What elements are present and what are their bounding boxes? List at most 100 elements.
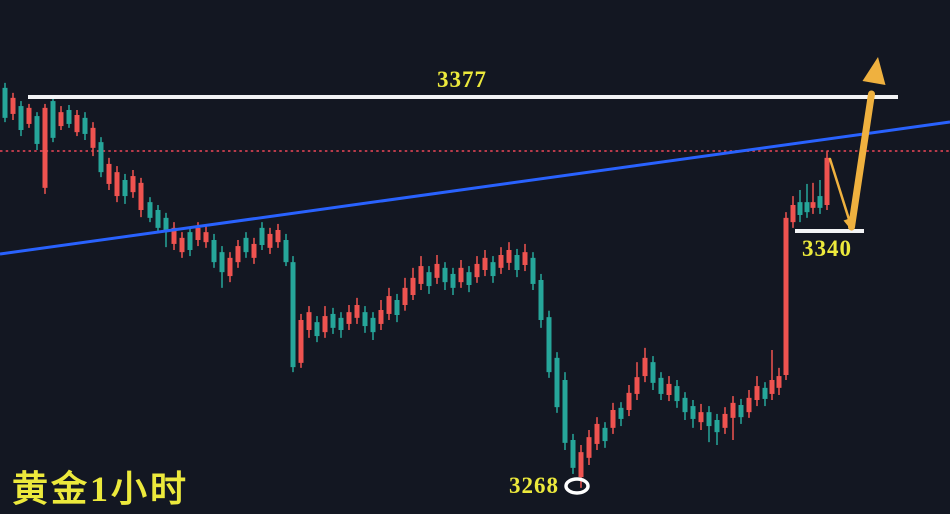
candle-body xyxy=(259,227,265,245)
candle-body xyxy=(306,312,312,330)
low-marker-circle xyxy=(564,477,590,495)
candle-body xyxy=(810,202,816,208)
candle-body xyxy=(538,280,544,320)
candle-body xyxy=(546,317,552,373)
candle-body xyxy=(410,277,416,295)
candle-body xyxy=(219,252,225,273)
candle-body xyxy=(50,101,56,138)
trendline xyxy=(0,120,950,256)
candle-body xyxy=(790,205,796,223)
resistance-price-label: 3377 xyxy=(437,67,487,92)
candle-body xyxy=(506,250,512,263)
candle-body xyxy=(682,397,688,413)
candle-body xyxy=(227,257,233,277)
candle-body xyxy=(10,97,16,114)
candle-body xyxy=(738,405,744,418)
candle-body xyxy=(314,322,320,337)
candle-body xyxy=(698,412,704,423)
candle-body xyxy=(714,420,720,433)
candle-body xyxy=(674,386,680,402)
candle-body xyxy=(386,296,392,314)
candle-body xyxy=(783,217,789,375)
candle-body xyxy=(522,252,528,265)
rally-arrowhead-icon xyxy=(862,57,886,85)
candle-body xyxy=(594,423,600,444)
candle-body xyxy=(626,392,632,410)
candle-body xyxy=(722,413,728,428)
candle-body xyxy=(290,262,296,368)
rally-arrow-line xyxy=(848,90,875,231)
candle-body xyxy=(642,357,648,377)
support-price-label: 3340 xyxy=(802,236,852,261)
candle-body xyxy=(298,320,304,363)
candle-body xyxy=(762,387,768,399)
candles xyxy=(2,82,830,488)
candle-body xyxy=(562,380,568,443)
pullback-arrow-line xyxy=(828,157,851,223)
candle-body xyxy=(666,383,672,395)
candle-body xyxy=(554,357,560,408)
candle-body xyxy=(754,386,760,400)
candle-body xyxy=(804,202,810,213)
candle-body xyxy=(602,427,608,442)
candle-body xyxy=(370,317,376,333)
candle-body xyxy=(106,163,112,184)
candle-body xyxy=(235,246,241,263)
low-price-label: 3268 xyxy=(509,473,559,498)
candle-body xyxy=(283,240,289,263)
candle-body xyxy=(394,300,400,315)
candle-body xyxy=(322,316,328,333)
candle-body xyxy=(450,273,456,288)
candle-body xyxy=(434,263,440,278)
candle-body xyxy=(618,407,624,419)
candle-body xyxy=(482,257,488,270)
candle-body xyxy=(98,142,104,173)
candle-body xyxy=(243,237,249,253)
candle-body xyxy=(346,312,352,324)
candle-body xyxy=(378,310,384,324)
candle-body xyxy=(730,402,736,418)
candle-body xyxy=(490,262,496,277)
candle-body xyxy=(42,107,48,188)
candle-body xyxy=(650,362,656,383)
candle-body xyxy=(267,233,273,248)
candle-body xyxy=(155,210,161,228)
candle-body xyxy=(817,196,823,208)
candle-body xyxy=(203,232,209,243)
candle-body xyxy=(114,172,120,197)
candle-body xyxy=(402,287,408,305)
candle-body xyxy=(211,240,217,263)
candle-body xyxy=(514,255,520,270)
candle-body xyxy=(338,317,344,330)
candle-body xyxy=(74,115,80,133)
candle-body xyxy=(824,157,830,205)
candle-body xyxy=(58,112,64,127)
candle-body xyxy=(706,412,712,427)
candle-body xyxy=(122,180,128,197)
candle-body xyxy=(458,267,464,283)
candle-body xyxy=(776,376,782,388)
candle-body xyxy=(354,305,360,318)
candle-body xyxy=(66,110,72,124)
chart-title: 黄金1小时 xyxy=(12,469,190,509)
candle-body xyxy=(187,232,193,250)
candle-body xyxy=(442,267,448,283)
candle-body xyxy=(578,452,584,478)
candle-body xyxy=(82,117,88,134)
candle-body xyxy=(362,312,368,327)
candle-body xyxy=(586,437,592,458)
candle-body xyxy=(610,410,616,428)
candle-body xyxy=(26,107,32,124)
candle-body xyxy=(634,377,640,394)
candle-body xyxy=(466,272,472,285)
candle-body xyxy=(163,217,169,233)
candle-body xyxy=(330,313,336,328)
candle-body xyxy=(418,266,424,284)
candle-body xyxy=(171,227,177,244)
candle-body xyxy=(275,230,281,243)
candle-body xyxy=(474,263,480,278)
candle-body xyxy=(658,377,664,394)
candle-body xyxy=(18,106,24,130)
